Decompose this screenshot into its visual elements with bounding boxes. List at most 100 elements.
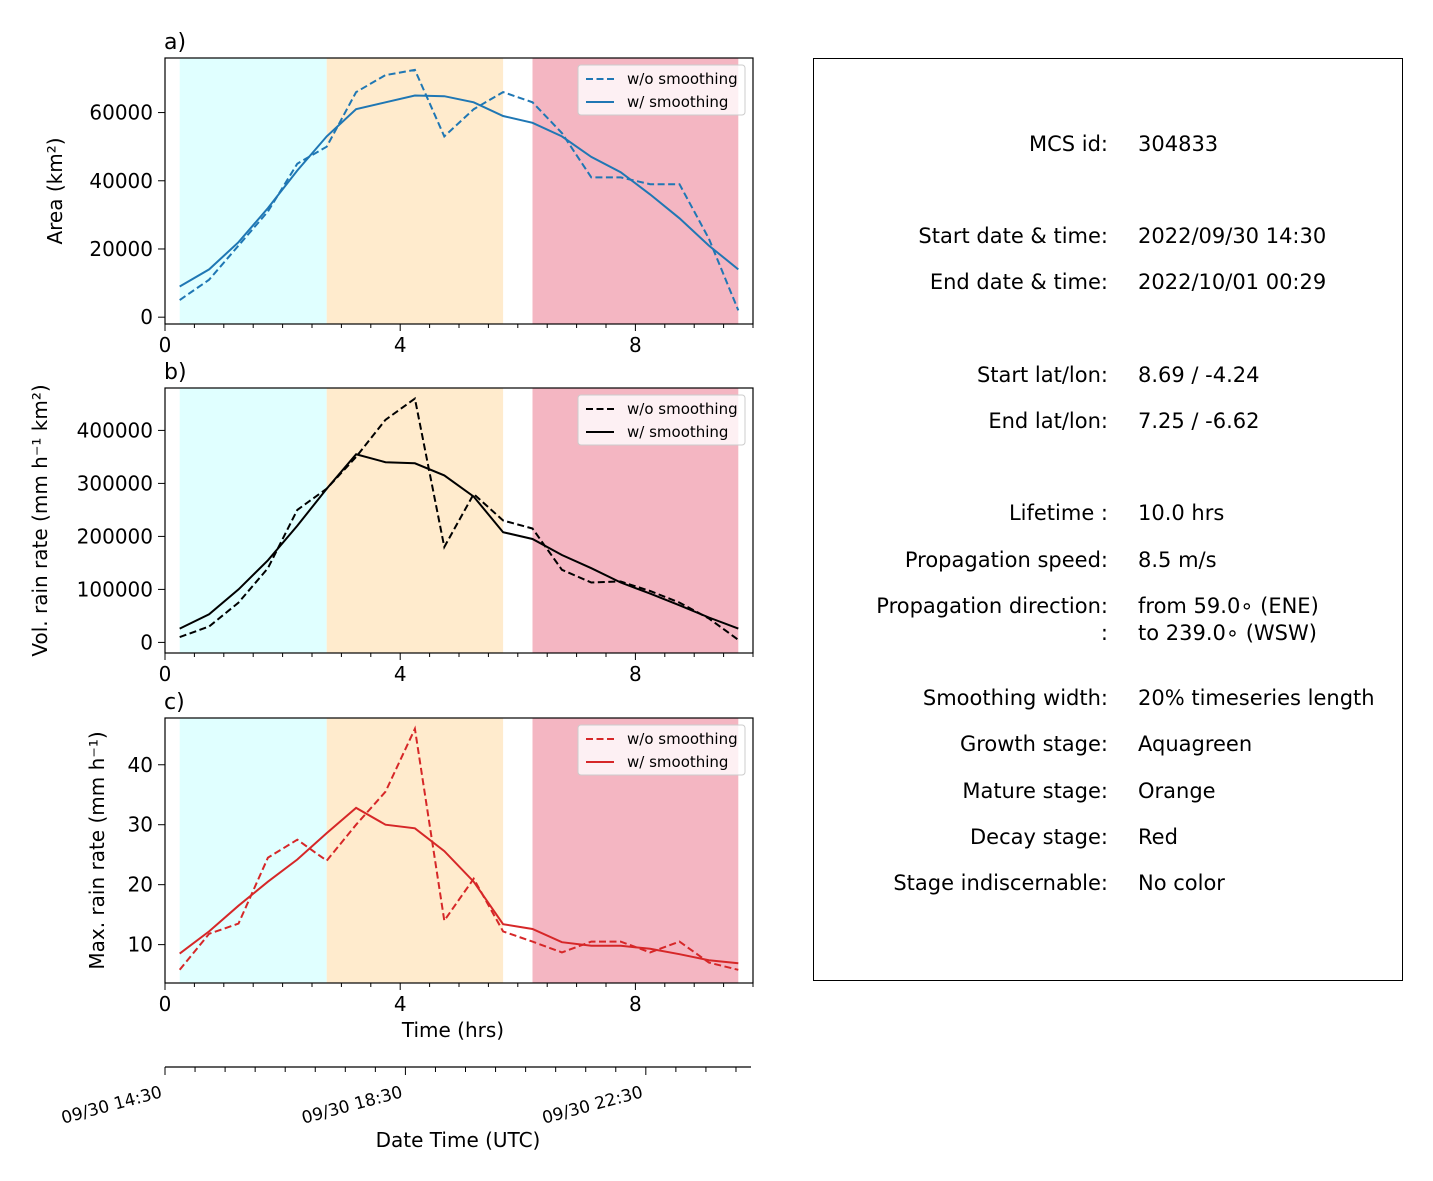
series-line-smoothed: [179, 94, 739, 288]
y-tick-label: 0: [140, 305, 153, 329]
x-tick-label: 0: [159, 992, 172, 1016]
legend-label-unsmoothed: w/o smoothing: [627, 400, 738, 418]
y-axis-label: Vol. rain rate (mm h⁻¹ km²): [28, 384, 52, 656]
info-row-mcs-id: MCS id: 304833: [814, 131, 1404, 157]
info-value: 304833: [1138, 132, 1219, 156]
x-tick-label: 4: [394, 992, 407, 1016]
y-tick-label: 40000: [89, 169, 153, 193]
info-value: 7.25 / -6.62: [1138, 409, 1260, 433]
x-tick-label: 8: [629, 992, 642, 1016]
mcs-info-panel: MCS id: 304833 Start date & time: 2022/0…: [813, 58, 1403, 981]
info-value: 20% timeseries length: [1138, 686, 1375, 710]
info-row-lifetime: Lifetime : 10.0 hrs: [814, 500, 1404, 526]
info-value: Orange: [1138, 779, 1216, 803]
info-value: 2022/10/01 00:29: [1138, 270, 1327, 294]
info-row-end-time: End date & time: 2022/10/01 00:29: [814, 269, 1404, 295]
legend: w/o smoothing w/ smoothing: [577, 394, 746, 446]
legend-label-smoothed: w/ smoothing: [627, 423, 728, 441]
stage-band-mature: [326, 718, 504, 983]
series-line-unsmoothed: [179, 68, 740, 311]
info-row-end-latlon: End lat/lon: 7.25 / -6.62: [814, 408, 1404, 434]
x-tick-label: 8: [629, 662, 642, 686]
info-label: Propagation speed:: [904, 548, 1108, 572]
y-axis-label: Area (km²): [43, 137, 67, 244]
stage-band-growth: [179, 58, 327, 324]
info-value: No color: [1138, 871, 1225, 895]
legend: w/o smoothing w/ smoothing: [577, 64, 746, 116]
info-value: Red: [1138, 825, 1178, 849]
stage-band-mature: [326, 58, 504, 324]
chart-panel-c: 0 4 8 10 20 30 40 Max. rain rate (mm h⁻¹) c) w/o …: [85, 690, 754, 1042]
info-value: Aquagreen: [1138, 732, 1253, 756]
date-tick-label: 09/30 18:30: [300, 1083, 405, 1129]
x-tick-label: 0: [159, 333, 172, 357]
legend-label-unsmoothed: w/o smoothing: [627, 70, 738, 88]
info-row-mature-stage: Mature stage: Orange: [814, 778, 1404, 804]
y-tick-label: 200000: [77, 524, 153, 548]
series-line-unsmoothed: [178, 725, 739, 971]
y-axis-label: Max. rain rate (mm h⁻¹): [85, 731, 109, 969]
y-tick-label: 10: [128, 933, 153, 957]
x-axis-label: Time (hrs): [401, 1018, 504, 1042]
info-value: 10.0 hrs: [1138, 501, 1225, 525]
legend-box: [577, 64, 746, 116]
info-label: Lifetime :: [1008, 501, 1108, 525]
y-tick-label: 20: [128, 873, 153, 897]
info-label: Decay stage:: [970, 825, 1108, 849]
x-tick-label: 8: [629, 333, 642, 357]
y-tick-label: 60000: [89, 101, 153, 125]
info-row-propagation-direction-to: : to 239.0∘ (WSW): [814, 620, 1404, 646]
info-label: Smoothing width:: [922, 686, 1108, 710]
info-label: MCS id:: [1028, 132, 1108, 156]
stage-band-growth: [179, 718, 327, 983]
chart-panel-b: 0 4 8 0 100000 200000 300000 400000 Vol. rain ra…: [28, 360, 754, 686]
info-value: 8.5 m/s: [1138, 548, 1217, 572]
x-tick-label: 0: [159, 662, 172, 686]
info-row-decay-stage: Decay stage: Red: [814, 824, 1404, 850]
info-row-growth-stage: Growth stage: Aquagreen: [814, 731, 1404, 757]
panel-label: c): [164, 690, 185, 715]
y-tick-label: 30: [128, 813, 153, 837]
series-line-smoothed: [179, 453, 739, 630]
y-tick-label: 20000: [89, 237, 153, 261]
info-row-propagation-speed: Propagation speed: 8.5 m/s: [814, 547, 1404, 573]
x-tick-label: 4: [394, 333, 407, 357]
series-line-smoothed: [179, 806, 739, 965]
legend-label-smoothed: w/ smoothing: [627, 93, 728, 111]
x-tick-label: 4: [394, 662, 407, 686]
panel-label: a): [164, 30, 186, 55]
legend-label-unsmoothed: w/o smoothing: [627, 730, 738, 748]
legend-label-smoothed: w/ smoothing: [627, 753, 728, 771]
info-label: End date & time:: [929, 270, 1108, 294]
info-label: :: [1100, 621, 1108, 645]
info-label: End lat/lon:: [988, 409, 1108, 433]
info-row-smoothing-width: Smoothing width: 20% timeseries length: [814, 685, 1404, 711]
y-tick-label: 40: [128, 753, 153, 777]
info-value: from 59.0∘ (ENE): [1138, 594, 1319, 618]
info-row-start-time: Start date & time: 2022/09/30 14:30: [814, 223, 1404, 249]
info-label: Stage indiscernable:: [893, 871, 1108, 895]
y-tick-label: 300000: [77, 471, 153, 495]
info-label: Propagation direction:: [876, 594, 1108, 618]
info-value: to 239.0∘ (WSW): [1138, 621, 1317, 645]
legend: w/o smoothing w/ smoothing: [577, 724, 746, 776]
legend-box: [577, 394, 746, 446]
info-label: Start date & time:: [918, 224, 1108, 248]
date-axis-label: Date Time (UTC): [376, 1128, 541, 1152]
panel-label: b): [164, 360, 187, 385]
info-label: Growth stage:: [959, 732, 1108, 756]
stage-band-mature: [326, 388, 504, 653]
y-tick-label: 400000: [77, 418, 153, 442]
info-label: Mature stage:: [962, 779, 1108, 803]
y-tick-label: 100000: [77, 577, 153, 601]
series-line-unsmoothed: [179, 396, 739, 641]
info-value: 2022/09/30 14:30: [1138, 224, 1327, 248]
info-row-start-latlon: Start lat/lon: 8.69 / -4.24: [814, 362, 1404, 388]
info-row-stage-indiscernable: Stage indiscernable: No color: [814, 870, 1404, 896]
date-tick-label: 09/30 14:30: [59, 1083, 164, 1129]
info-row-propagation-direction-from: Propagation direction: from 59.0∘ (ENE): [814, 593, 1404, 619]
y-tick-label: 0: [140, 630, 153, 654]
info-label: Start lat/lon:: [976, 363, 1108, 387]
